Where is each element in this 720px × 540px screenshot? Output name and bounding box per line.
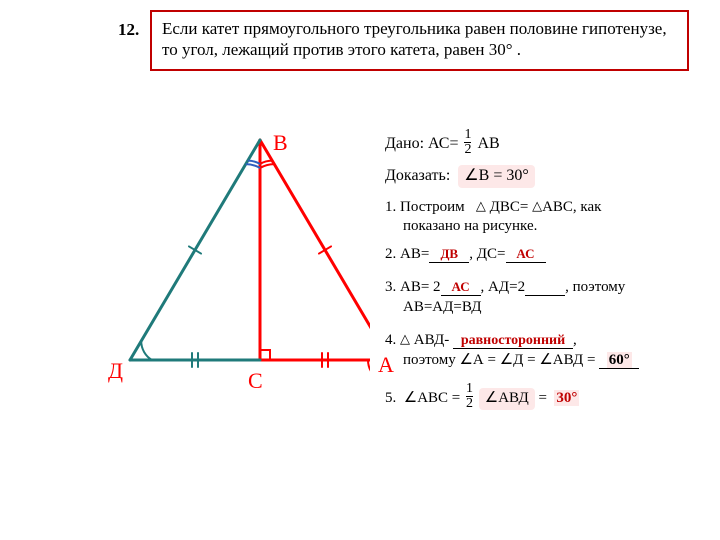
step2-ans2: АС bbox=[516, 246, 534, 261]
step1-c: АВС, как bbox=[542, 199, 601, 215]
step-1: 1. Построим △ ДВС= △АВС, как показано на… bbox=[385, 198, 705, 237]
vertex-label-c: С bbox=[248, 368, 263, 394]
step-2: 2. АВ= ДВ , ДС= АС bbox=[385, 245, 705, 265]
step3-b: , АД=2 bbox=[481, 279, 526, 295]
proof-column: Дано: АС= 12 АВ Доказать: ∠В = 30° 1. По… bbox=[385, 130, 705, 421]
triangle-symbol: △ bbox=[400, 331, 410, 348]
step4-c: , bbox=[573, 332, 577, 348]
step4-d: поэтому bbox=[385, 352, 456, 368]
step1-a: 1. Построим bbox=[385, 199, 465, 215]
step-3: 3. АВ= 2 АС , АД=2 , поэтому АВ=АД=ВД bbox=[385, 278, 705, 317]
fraction-half-1: 12 bbox=[464, 128, 471, 157]
step4-a: 4. bbox=[385, 332, 396, 348]
step4-val: 60° bbox=[607, 352, 632, 368]
diagram-svg bbox=[100, 120, 370, 390]
step2-a: 2. АВ= bbox=[385, 246, 429, 262]
vertex-label-b: В bbox=[273, 130, 288, 156]
step5-val: 30° bbox=[554, 390, 579, 406]
step-4: 4. △ АВД- равносторонний, поэтому ∠А = ∠… bbox=[385, 331, 705, 370]
step4-ans: равносторонний bbox=[461, 333, 565, 348]
given-line: Дано: АС= 12 АВ bbox=[385, 130, 705, 159]
step3-c: , поэтому bbox=[565, 279, 625, 295]
triangle-diagram: В Д С А bbox=[100, 120, 370, 395]
prove-label: Доказать: bbox=[385, 167, 450, 184]
step3-d: АВ=АД=ВД bbox=[385, 299, 482, 315]
prove-value: ∠В = 30° bbox=[458, 165, 534, 188]
step5-lhs: ∠АВС = bbox=[404, 390, 461, 406]
problem-statement: Если катет прямоугольного треугольника р… bbox=[150, 10, 689, 71]
vertex-label-d: Д bbox=[108, 358, 123, 384]
triangle-symbol: △ bbox=[532, 198, 542, 215]
step3-ans1: АС bbox=[451, 279, 469, 294]
step5-eq: = bbox=[538, 390, 546, 406]
given-label: Дано: АС= bbox=[385, 135, 458, 152]
step2-b: , ДС= bbox=[469, 246, 505, 262]
step1-d: показано на рисунке. bbox=[385, 218, 537, 234]
fraction-half-2: 12 bbox=[466, 382, 473, 411]
step-5: 5. ∠АВС = 12 ∠АВД = 30° bbox=[385, 384, 705, 413]
given-tail: АВ bbox=[477, 135, 499, 152]
step2-ans1: ДВ bbox=[440, 246, 458, 261]
prove-line: Доказать: ∠В = 30° bbox=[385, 165, 705, 188]
step1-b: ДВС= bbox=[490, 199, 529, 215]
step3-a: 3. АВ= 2 bbox=[385, 279, 441, 295]
step5-box: ∠АВД bbox=[479, 388, 535, 410]
problem-number: 12. bbox=[118, 20, 139, 40]
step4-eq: ∠А = ∠Д = ∠АВД = bbox=[459, 352, 595, 368]
triangle-symbol: △ bbox=[476, 198, 486, 215]
step4-b: АВД- bbox=[414, 332, 450, 348]
step5-a: 5. bbox=[385, 390, 396, 406]
